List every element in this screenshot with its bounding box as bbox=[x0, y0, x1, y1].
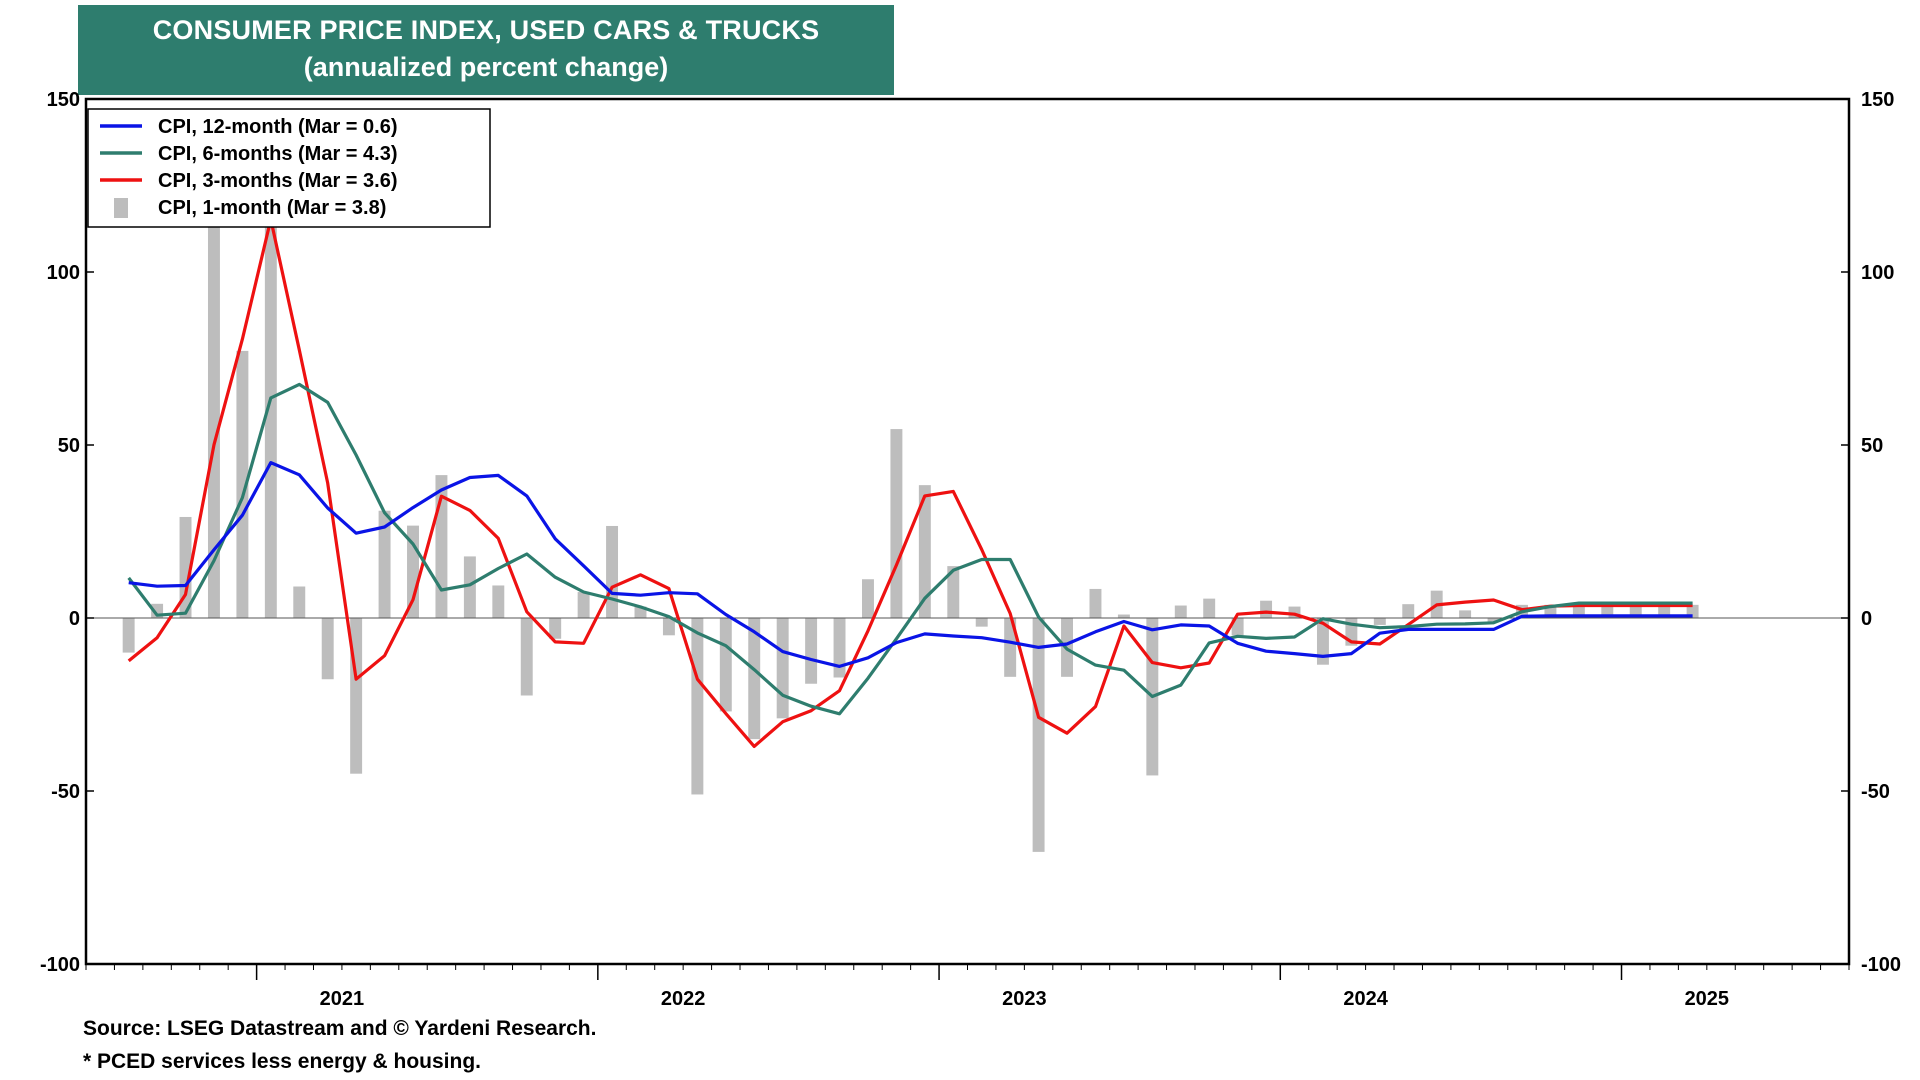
y-tick-label-left: -50 bbox=[51, 781, 80, 803]
bar-cpi-1-month bbox=[549, 618, 562, 639]
y-tick-label-right: 150 bbox=[1861, 89, 1894, 111]
bar-cpi-1-month bbox=[1032, 618, 1045, 852]
bar-cpi-1-month bbox=[1629, 604, 1642, 618]
legend-cpi-3-months-label: CPI, 3-months (Mar = 3.6) bbox=[158, 170, 398, 192]
bar-cpi-1-month bbox=[1658, 604, 1671, 618]
bar-cpi-1-month bbox=[1004, 618, 1017, 677]
bar-cpi-1-month bbox=[776, 618, 789, 719]
bar-cpi-1-month bbox=[520, 618, 533, 696]
bar-cpi-1-month bbox=[492, 585, 505, 618]
line-cpi-3-months bbox=[127, 217, 1693, 749]
y-tick-label-left: 150 bbox=[47, 89, 80, 111]
bar-cpi-1-month bbox=[748, 618, 761, 740]
legend-cpi-1-month-label: CPI, 1-month (Mar = 3.8) bbox=[158, 197, 386, 219]
bar-cpi-1-month bbox=[577, 592, 590, 618]
legend-cpi-12-month-label: CPI, 12-month (Mar = 0.6) bbox=[158, 116, 398, 138]
bar-cpi-1-month bbox=[1316, 618, 1329, 665]
bar-cpi-1-month bbox=[1572, 604, 1585, 618]
bar-cpi-1-month bbox=[1459, 610, 1472, 618]
y-tick-label-right: 100 bbox=[1861, 262, 1894, 284]
legend-box bbox=[87, 108, 491, 228]
y-tick-label-right: 50 bbox=[1861, 435, 1883, 457]
bar-cpi-1-month bbox=[1117, 614, 1130, 618]
bar-cpi-1-month bbox=[1089, 588, 1102, 618]
bar-cpi-1-month bbox=[1544, 604, 1557, 618]
line-cpi-6-months bbox=[127, 382, 1693, 716]
bar-cpi-1-month bbox=[1231, 618, 1244, 636]
chart-subtitle: (annualized percent change) bbox=[303, 52, 669, 82]
bar-cpi-1-month bbox=[890, 429, 903, 618]
footnote: * PCED services less energy & housing. bbox=[83, 1050, 481, 1073]
y-tick-label-right: -50 bbox=[1861, 781, 1890, 803]
bar-cpi-1-month bbox=[122, 618, 135, 653]
bar-cpi-1-month bbox=[435, 475, 448, 618]
legend-cpi-6-months-label: CPI, 6-months (Mar = 4.3) bbox=[158, 143, 398, 165]
y-tick-label-left: 100 bbox=[47, 262, 80, 284]
bar-cpi-1-month bbox=[662, 618, 675, 636]
bar-cpi-1-month bbox=[350, 618, 363, 774]
bar-cpi-1-month bbox=[1345, 618, 1358, 646]
bar-cpi-1-month bbox=[606, 525, 619, 618]
legend-cpi-1-month-swatch bbox=[114, 198, 128, 218]
y-tick-label-left: 50 bbox=[58, 435, 80, 457]
chart-title: CONSUMER PRICE INDEX, USED CARS & TRUCKS bbox=[152, 15, 820, 45]
bar-cpi-1-month bbox=[179, 516, 192, 618]
bar-cpi-1-month bbox=[833, 618, 846, 678]
x-tick-label: 2021 bbox=[320, 988, 365, 1010]
bar-cpi-1-month bbox=[1203, 598, 1216, 618]
bar-cpi-1-month bbox=[918, 485, 931, 618]
y-tick-label-right: 0 bbox=[1861, 608, 1872, 630]
source-note: Source: LSEG Datastream and © Yardeni Re… bbox=[83, 1017, 597, 1040]
bar-cpi-1-month bbox=[151, 603, 164, 618]
y-tick-label-right: -100 bbox=[1861, 954, 1901, 976]
bar-cpi-1-month bbox=[947, 566, 960, 618]
bar-cpi-1-month bbox=[1174, 605, 1187, 618]
x-tick-label: 2025 bbox=[1685, 988, 1730, 1010]
bar-cpi-1-month bbox=[1487, 618, 1500, 622]
bar-cpi-1-month bbox=[1402, 604, 1415, 618]
bar-cpi-1-month bbox=[463, 556, 476, 618]
bar-cpi-1-month bbox=[1686, 604, 1699, 618]
bar-cpi-1-month bbox=[975, 618, 988, 627]
x-tick-label: 2024 bbox=[1343, 988, 1388, 1010]
y-tick-label-left: 0 bbox=[69, 608, 80, 630]
bar-cpi-1-month bbox=[719, 618, 732, 712]
bar-cpi-1-month bbox=[1601, 604, 1614, 618]
x-tick-label: 2023 bbox=[1002, 988, 1047, 1010]
bar-cpi-1-month bbox=[321, 618, 334, 680]
bar-cpi-1-month bbox=[378, 510, 391, 618]
bar-cpi-1-month bbox=[634, 606, 647, 618]
chart-title-box: CONSUMER PRICE INDEX, USED CARS & TRUCKS… bbox=[78, 5, 894, 95]
plot-frame bbox=[84, 97, 1851, 966]
bar-cpi-1-month bbox=[1373, 618, 1386, 625]
bar-cpi-1-month bbox=[207, 198, 220, 618]
bar-cpi-1-month bbox=[805, 618, 818, 684]
bar-cpi-1-month bbox=[236, 350, 249, 618]
line-cpi-12-month bbox=[128, 461, 1693, 669]
y-tick-label-left: -100 bbox=[40, 954, 80, 976]
bar-cpi-1-month bbox=[264, 221, 277, 618]
bar-cpi-1-month bbox=[293, 586, 306, 618]
bar-cpi-1-month bbox=[862, 579, 874, 618]
bar-cpi-1-month bbox=[1260, 600, 1273, 618]
bar-cpi-1-month bbox=[1288, 606, 1301, 618]
bar-cpi-1-month bbox=[407, 525, 419, 618]
bar-cpi-1-month bbox=[691, 618, 704, 795]
x-tick-label: 2022 bbox=[661, 988, 706, 1010]
